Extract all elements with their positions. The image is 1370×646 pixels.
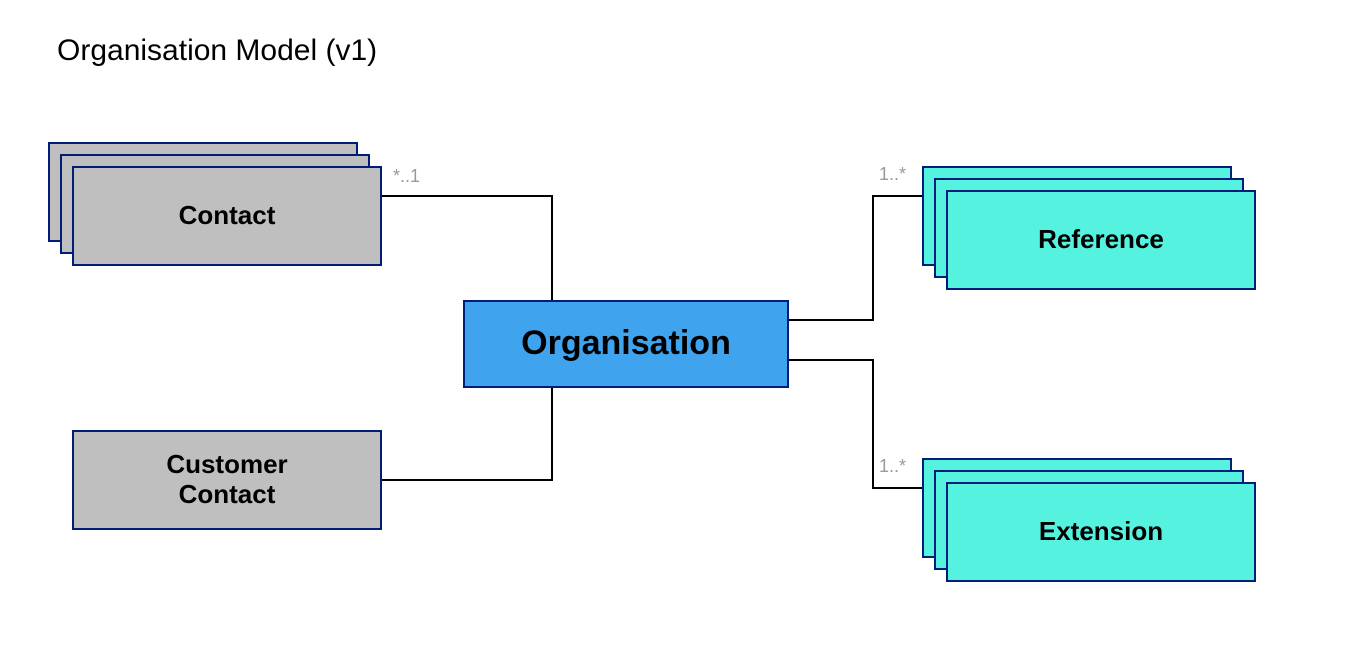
node-extension-label: Extension (1039, 517, 1163, 547)
node-extension: Extension (946, 482, 1256, 582)
node-customer_contact-label: Customer Contact (166, 450, 287, 510)
diagram-title: Organisation Model (v1) (57, 34, 377, 68)
multiplicity-contact-organisation: *..1 (393, 166, 420, 187)
node-contact-label: Contact (179, 201, 276, 231)
node-organisation: Organisation (463, 300, 789, 388)
multiplicity-organisation-extension: 1..* (879, 456, 906, 477)
edge-organisation-reference (789, 196, 924, 320)
node-customer_contact: Customer Contact (72, 430, 382, 530)
node-reference-label: Reference (1038, 225, 1164, 255)
multiplicity-organisation-reference: 1..* (879, 164, 906, 185)
node-reference: Reference (946, 190, 1256, 290)
node-organisation-label: Organisation (521, 324, 731, 363)
edge-customer_contact-organisation (382, 388, 552, 480)
edge-contact-organisation (382, 196, 552, 300)
node-contact: Contact (72, 166, 382, 266)
diagram-canvas: Organisation Model (v1) Contact Customer … (0, 0, 1370, 646)
